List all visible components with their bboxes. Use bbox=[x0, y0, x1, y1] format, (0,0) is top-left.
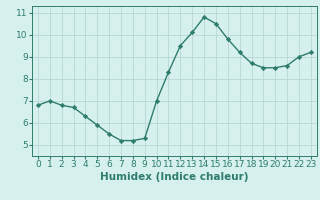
X-axis label: Humidex (Indice chaleur): Humidex (Indice chaleur) bbox=[100, 172, 249, 182]
